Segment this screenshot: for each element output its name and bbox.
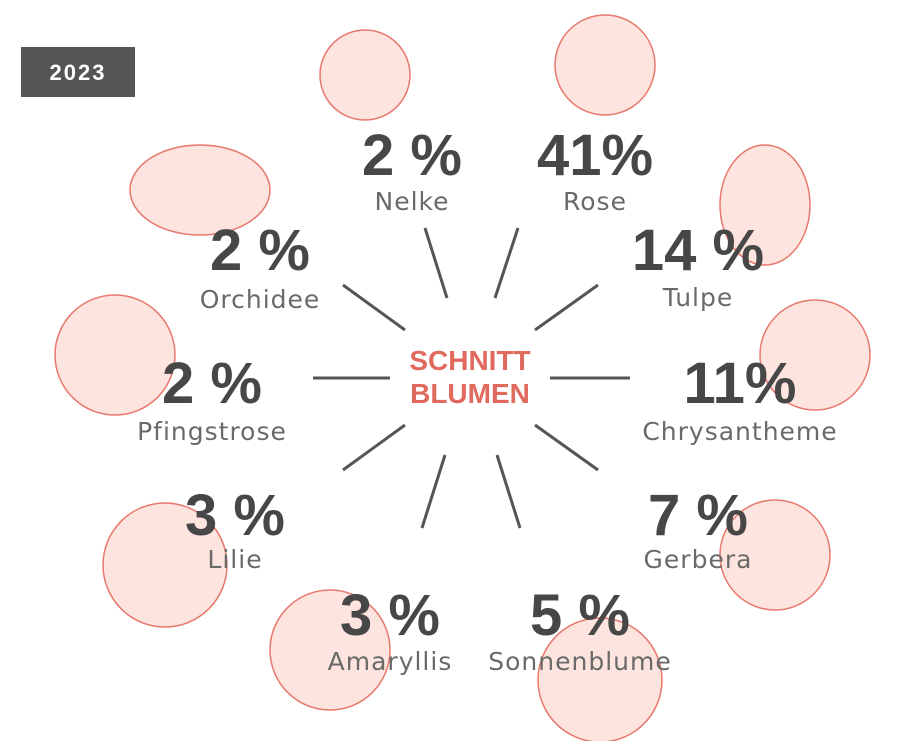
share: 2 %: [362, 123, 462, 188]
flower-name: Orchidee: [200, 285, 321, 314]
badge: 2023: [50, 60, 107, 85]
share: 5 %: [530, 583, 630, 648]
flower-rose: [555, 15, 655, 115]
share: 7 %: [648, 483, 748, 548]
flower-name: Lilie: [207, 545, 262, 574]
center-title: SCHNITT: [409, 345, 530, 376]
flower-name: Nelke: [375, 187, 450, 216]
flower-name: Tulpe: [662, 283, 734, 312]
share: 3 %: [185, 483, 285, 548]
ray: [535, 425, 598, 470]
ray: [535, 285, 598, 330]
flower-name: Amaryllis: [328, 647, 453, 676]
infographic: 2023 SCHNITT BLUMEN 2 %Nelke41%Rose14 %T…: [0, 0, 902, 741]
ray: [343, 285, 405, 330]
flower-name: Sonnenblume: [488, 647, 671, 676]
share: 2 %: [210, 218, 310, 283]
ray: [497, 455, 520, 528]
share: 14 %: [632, 218, 764, 283]
flower-name: Gerbera: [644, 545, 753, 574]
flower-name: Pfingstrose: [137, 417, 287, 446]
share: 2 %: [162, 351, 262, 416]
ray: [422, 455, 445, 528]
ray: [495, 228, 518, 298]
flower-nelke: [320, 30, 410, 120]
flower-name: Chrysantheme: [642, 417, 837, 446]
share: 3 %: [340, 583, 440, 648]
flower-pfingstrose: [55, 295, 175, 415]
ray: [343, 425, 405, 470]
share: 11%: [684, 351, 797, 416]
share: 41%: [537, 123, 653, 188]
ray: [425, 228, 447, 298]
flower-name: Rose: [563, 187, 627, 216]
center-title: BLUMEN: [410, 378, 530, 409]
